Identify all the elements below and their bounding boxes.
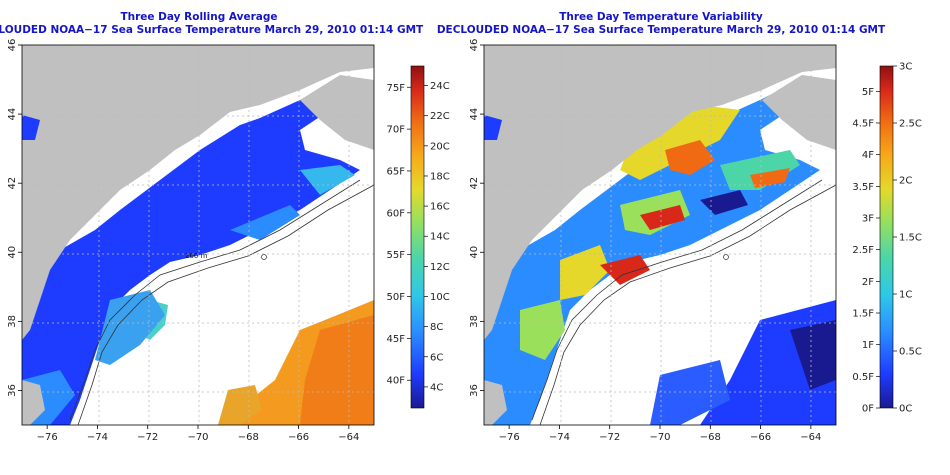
right-map-subtitle: DECLOUDED NOAA−17 Sea Surface Temperatur… bbox=[437, 24, 886, 36]
left-map-panel: Three Day Rolling Average DECLOUDED NOAA… bbox=[0, 11, 450, 443]
right-y-tick-label: 44 bbox=[469, 108, 480, 121]
left-map-title: Three Day Rolling Average bbox=[120, 11, 277, 23]
right-cb-celsius-label: 3C bbox=[899, 62, 912, 73]
left-cb-fahrenheit-label: 65F bbox=[387, 166, 406, 177]
left-colorbar-fahrenheit-ticks: 40F 45F 50F 55F 60F 65F 70F 75F bbox=[387, 83, 411, 387]
right-x-axis: −76 −74 −72 −70 −68 −66 −64 bbox=[499, 425, 821, 443]
left-x-tick-label: −72 bbox=[137, 432, 158, 443]
right-cb-celsius-label: 2C bbox=[899, 176, 912, 187]
left-y-tick-label: 36 bbox=[7, 384, 18, 397]
left-cb-celsius-label: 8C bbox=[430, 322, 443, 333]
right-bathymetry-contour bbox=[531, 179, 823, 421]
left-cb-fahrenheit-label: 70F bbox=[387, 125, 406, 136]
left-cb-fahrenheit-label: 55F bbox=[387, 250, 406, 261]
left-cb-fahrenheit-label: 60F bbox=[387, 208, 406, 219]
right-x-tick-label: −64 bbox=[800, 432, 821, 443]
left-y-tick-label: 44 bbox=[7, 108, 18, 121]
left-cb-fahrenheit-label: 50F bbox=[387, 292, 406, 303]
left-x-tick-label: −76 bbox=[37, 432, 58, 443]
left-cb-fahrenheit-label: 40F bbox=[387, 376, 406, 387]
right-y-axis: 36 38 40 42 44 46 bbox=[469, 39, 484, 397]
left-colorbar-gradient bbox=[410, 65, 425, 409]
left-colorbar-celsius-ticks: 4C 6C 8C 10C 12C 14C 16C 18C 20C 22C 24C bbox=[424, 81, 450, 393]
left-y-axis: 36 38 40 42 44 46 bbox=[7, 39, 22, 397]
right-map-title: Three Day Temperature Variability bbox=[559, 11, 763, 23]
left-colorbar: 4C 6C 8C 10C 12C 14C 16C 18C 20C 22C 24C 40F 45F 50F… bbox=[387, 65, 450, 409]
left-cb-celsius-label: 6C bbox=[430, 352, 443, 363]
left-land-mass bbox=[22, 45, 374, 340]
left-map-area: 200 m bbox=[22, 45, 374, 425]
right-cb-fahrenheit-label: 1F bbox=[862, 340, 874, 351]
left-cb-celsius-label: 10C bbox=[430, 292, 450, 303]
right-x-tick-label: −68 bbox=[700, 432, 721, 443]
right-cb-fahrenheit-label: 1.5F bbox=[852, 309, 874, 320]
right-cb-celsius-label: 1.5C bbox=[899, 233, 922, 244]
left-cb-celsius-label: 14C bbox=[430, 232, 450, 243]
right-cb-celsius-label: 2.5C bbox=[899, 119, 922, 130]
left-cb-celsius-label: 4C bbox=[430, 382, 443, 393]
left-cb-celsius-label: 22C bbox=[430, 111, 450, 122]
left-map-subtitle: DECLOUDED NOAA−17 Sea Surface Temperatur… bbox=[0, 24, 424, 36]
left-x-axis: −76 −74 −72 −70 −68 −66 −64 bbox=[37, 425, 359, 443]
left-y-tick-label: 42 bbox=[7, 177, 18, 190]
right-colorbar-fahrenheit-ticks: 0F 0.5F 1F 1.5F 2F 2.5F 3F 3.5F 4F 4.5F 5F bbox=[852, 87, 880, 415]
left-cb-celsius-label: 24C bbox=[430, 81, 450, 92]
right-y-tick-label: 46 bbox=[469, 39, 480, 52]
right-x-tick-label: −66 bbox=[750, 432, 771, 443]
right-cb-fahrenheit-label: 3F bbox=[862, 214, 874, 225]
left-x-tick-label: −64 bbox=[338, 432, 359, 443]
right-x-tick-label: −70 bbox=[649, 432, 670, 443]
right-colorbar: 0C 0.5C 1C 1.5C 2C 2.5C 3C 0F 0.5F 1F 1.5F 2F 2.5F 3… bbox=[852, 62, 922, 415]
right-grid bbox=[484, 45, 836, 425]
right-cb-celsius-label: 1C bbox=[899, 290, 912, 301]
right-y-tick-label: 36 bbox=[469, 384, 480, 397]
right-cb-fahrenheit-label: 0F bbox=[862, 404, 874, 415]
right-cb-celsius-label: 0.5C bbox=[899, 347, 922, 358]
left-grid bbox=[22, 45, 374, 425]
left-x-tick-label: −74 bbox=[87, 432, 108, 443]
left-cb-celsius-label: 20C bbox=[430, 141, 450, 152]
right-colorbar-celsius-ticks: 0C 0.5C 1C 1.5C 2C 2.5C 3C bbox=[893, 62, 922, 415]
left-x-tick-label: −70 bbox=[187, 432, 208, 443]
right-map-panel: Three Day Temperature Variability DECLOU… bbox=[437, 11, 922, 443]
right-cb-fahrenheit-label: 4.5F bbox=[852, 119, 874, 130]
right-y-tick-label: 40 bbox=[469, 246, 480, 259]
left-y-tick-label: 40 bbox=[7, 246, 18, 259]
right-cb-fahrenheit-label: 0.5F bbox=[852, 372, 874, 383]
right-cb-fahrenheit-label: 3.5F bbox=[852, 182, 874, 193]
right-cb-fahrenheit-label: 2.5F bbox=[852, 245, 874, 256]
left-cb-fahrenheit-label: 75F bbox=[387, 83, 406, 94]
right-colorbar-gradient bbox=[879, 65, 894, 409]
left-cb-fahrenheit-label: 45F bbox=[387, 334, 406, 345]
left-contour-label: 200 m bbox=[185, 252, 208, 260]
left-x-tick-label: −68 bbox=[238, 432, 259, 443]
right-cb-celsius-label: 0C bbox=[899, 404, 912, 415]
right-y-tick-label: 42 bbox=[469, 177, 480, 190]
right-cb-fahrenheit-label: 2F bbox=[862, 277, 874, 288]
left-y-tick-label: 38 bbox=[7, 315, 18, 328]
left-cb-celsius-label: 16C bbox=[430, 202, 450, 213]
right-y-tick-label: 38 bbox=[469, 315, 480, 328]
right-map-area bbox=[484, 45, 836, 425]
left-bathymetry-contour bbox=[69, 179, 361, 421]
left-cb-celsius-label: 18C bbox=[430, 171, 450, 182]
right-x-tick-label: −72 bbox=[599, 432, 620, 443]
right-land-mass bbox=[484, 45, 836, 340]
right-x-tick-label: −76 bbox=[499, 432, 520, 443]
left-cb-celsius-label: 12C bbox=[430, 262, 450, 273]
left-x-tick-label: −66 bbox=[288, 432, 309, 443]
left-y-tick-label: 46 bbox=[7, 39, 18, 52]
left-cold-shelf-water bbox=[22, 85, 360, 425]
right-cb-fahrenheit-label: 4F bbox=[862, 150, 874, 161]
right-x-tick-label: −74 bbox=[549, 432, 570, 443]
right-cb-fahrenheit-label: 5F bbox=[862, 87, 874, 98]
